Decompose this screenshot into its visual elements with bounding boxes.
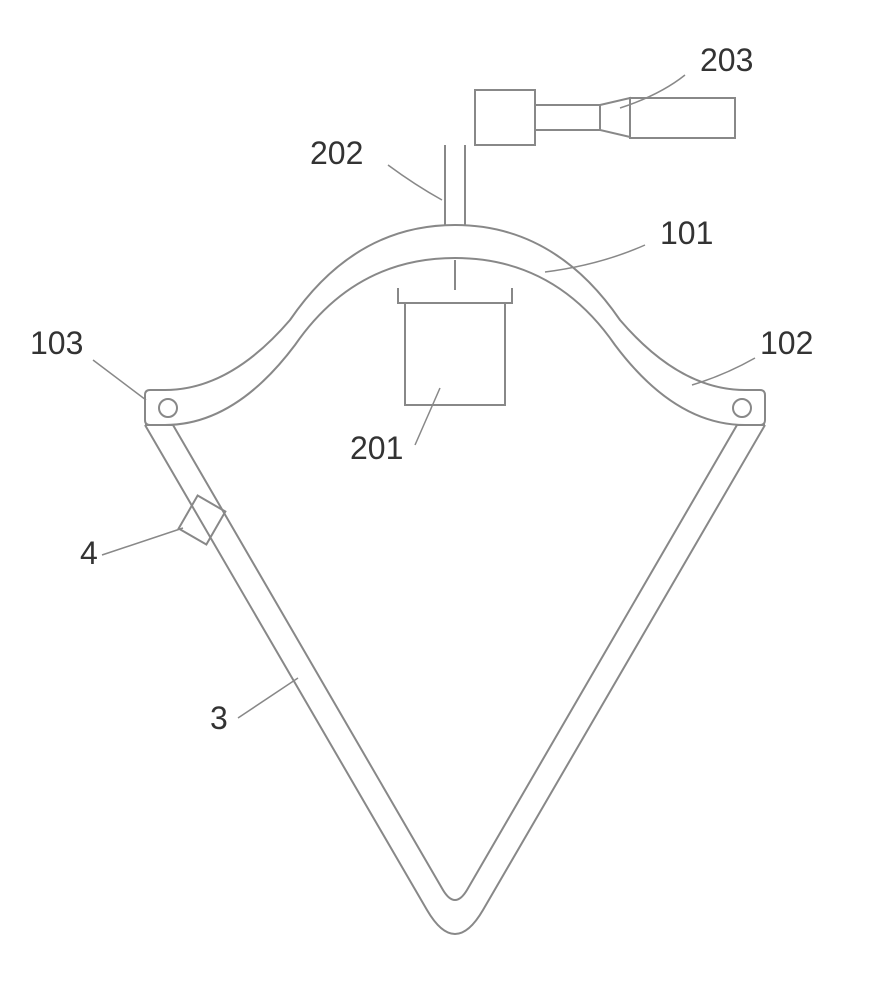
label-102: 102 xyxy=(760,325,813,362)
technical-diagram: 203 202 101 103 102 201 4 3 xyxy=(0,0,894,1000)
handle-box xyxy=(475,90,535,145)
label-201: 201 xyxy=(350,430,403,467)
leader-lines xyxy=(93,75,755,718)
leader-4 xyxy=(102,528,183,555)
label-202: 202 xyxy=(310,135,363,172)
handle-grip xyxy=(630,98,735,138)
center-block xyxy=(405,303,505,405)
label-101: 101 xyxy=(660,215,713,252)
label-3: 3 xyxy=(210,700,228,737)
handle-taper xyxy=(600,98,630,137)
label-103: 103 xyxy=(30,325,83,362)
left-pivot-hole xyxy=(159,399,177,417)
leader-202 xyxy=(388,165,442,200)
leader-3 xyxy=(238,678,298,718)
top-frame xyxy=(145,225,765,425)
leader-201 xyxy=(415,388,440,445)
leader-103 xyxy=(93,360,146,400)
handle-shaft xyxy=(535,105,600,130)
diagram-svg xyxy=(0,0,894,1000)
right-pivot-hole xyxy=(733,399,751,417)
v-frame-outer xyxy=(145,425,765,934)
label-4: 4 xyxy=(80,535,98,572)
center-bracket xyxy=(398,288,512,303)
v-frame-inner xyxy=(173,425,737,900)
label-203: 203 xyxy=(700,42,753,79)
